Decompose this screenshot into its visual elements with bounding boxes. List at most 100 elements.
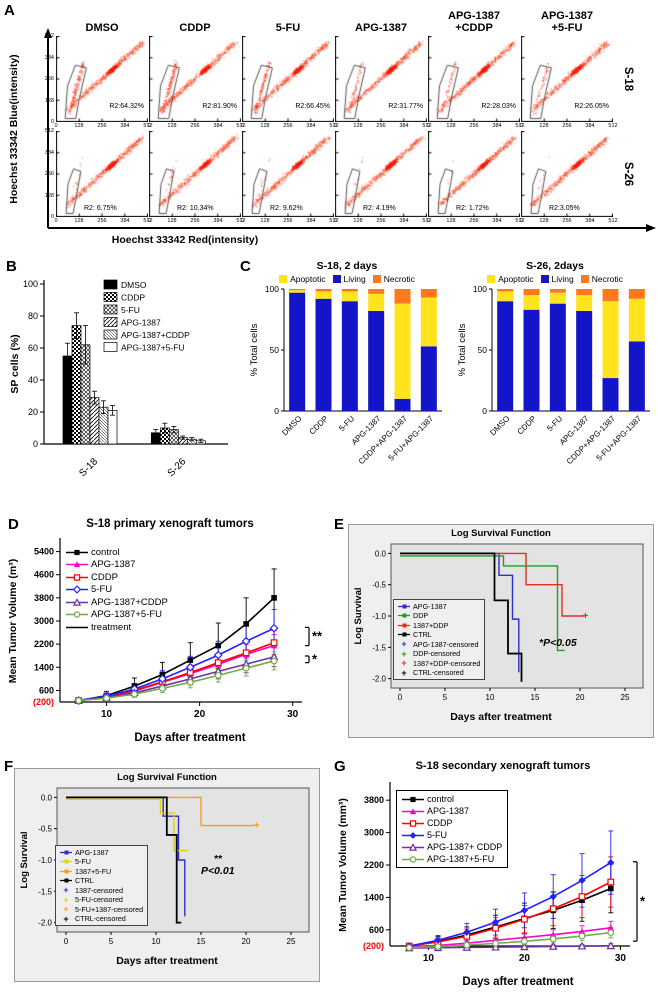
legend-item-APG-1387+CDDP: APG-1387+CDDP [66,596,168,609]
flow-x-tick: 384 [306,123,316,129]
flow-y-tick: 128 [44,97,54,104]
stacked-chart-C-right: S-26, 2days Apoptotic Living Necrotic 0 50 100… [456,260,654,471]
legend-item-treatment: treatment [66,621,168,634]
legend-label: APG-1387-censored [413,639,479,649]
censor-glyph: + [63,904,69,915]
legend-label: APG-1387+CDDP [121,330,190,340]
x-tick-label: 0 [64,937,69,946]
y-tick-label: 0 [482,406,487,416]
y-tick-label: 3800 [34,593,54,603]
origin-label: (200) [33,697,54,707]
bar-S-18-CDDP [71,325,82,445]
chart-title: S-26, 2days [526,260,584,272]
stack-CDDP-Apoptotic [315,291,332,299]
legend-label: Living [343,274,366,284]
r2-gate-label: R2:81.90% [202,103,237,110]
flow-x-tick: 256 [376,123,386,129]
flow-x-tick: 512 [143,123,153,129]
flow-x-tick: 384 [120,218,130,224]
flow-x-tick: 512 [608,218,618,224]
y-tick-label: 0.0 [375,549,387,558]
legend-item-DDP: DDP [398,611,480,620]
stack-5-FU+APG-1387-Apoptotic [628,298,645,342]
panel-label-f: F [4,758,14,775]
significance-note: ** P<0.01 [201,853,235,877]
stack-CDDP+APG-1387-Necrotic [394,289,411,304]
secondary-xenograft-chart: 3800 3000 2200 1400 600 (200) 10 20 30 Mean Tumor… [332,776,658,979]
panel-label-a: A [4,2,15,19]
r2-gate-label: R2:3.05% [549,205,580,212]
legend-item-CDDP: CDDP [66,571,168,584]
legend-item-APG-1387-censored: + APG-1387-censored [398,639,480,649]
chart-G: 3800 3000 2200 1400 600 (200) 10 20 30 Mean Tumor… [337,782,646,964]
panel-label-g: G [334,758,346,775]
legend-swatch [487,275,496,283]
legend-label: Necrotic [383,274,415,284]
series-control [78,597,275,702]
legend-label: Necrotic [591,274,623,284]
legend-label: 5-FU [75,857,91,867]
series-5-FU [409,861,612,947]
flow-plot-S-18-5: R2:26.05% [521,36,613,122]
flow-x-tick: 256 [190,123,200,129]
flow-x-tick: 384 [213,123,223,129]
flow-column-header: CDDP [179,21,211,34]
y-tick-label: 100 [265,285,279,294]
sp-cells-chart: 0 20 40 60 80 100 SP cells (%) S-18 S-26 DMSO CDDP… [6,272,236,517]
flow-x-tick: 0 [240,123,244,129]
panel-e-survival: E Log Survival Function 0.0 -0.5 -1.0 -1.5 -2… [332,514,658,754]
legend-item-1387+5-FU: 1387+5-FU [60,867,143,876]
category-label: S-18 [77,456,100,479]
x-tick-label: 20 [576,693,585,702]
panel-label-c: C [240,258,251,275]
y-tick-label: 5400 [34,547,54,557]
stack-5-FU+APG-1387-Living [420,346,437,411]
legend-item-5-FU: 5-FU [402,829,502,841]
flow-x-tick: 384 [492,218,502,224]
flow-plot-S-18-3: R2:31.77% [335,36,427,122]
flow-x-tick: 512 [422,218,432,224]
km-series-CTRL [400,552,523,682]
stacked-chart-C-left: S-18, 2 days Apoptotic Living Necrotic 0 50 10… [248,260,446,471]
x-axis-label-g: Days after treatment [462,976,574,988]
x-tick-label: 10 [486,693,495,702]
legend-label: 1387+DDP [413,620,449,630]
r2-gate-label: R2:66.45% [295,103,330,110]
stack-APG-1387-Living [576,310,593,411]
flow-x-tick: 256 [469,218,479,224]
significance-text: ** [213,853,222,865]
y-tick-label: 60 [28,343,38,353]
flow-y-tick: 384 [44,149,54,156]
legend-item-APG-1387: APG-1387 [402,805,502,817]
flow-plot-S-26-5: R2:3.05% [521,131,613,217]
flow-scatter-canvas [335,36,427,122]
y-tick-label: 0 [274,406,279,416]
y-tick-label: 20 [28,407,38,417]
legend-label: CDDP [427,818,453,828]
flow-x-tick: 512 [143,218,153,224]
panel-label-d: D [8,516,19,533]
survival-chart-e: Log Survival Function 0.0 -0.5 -1.0 -1.5 -2.0… [348,524,654,738]
stack-5-FU-Living [341,301,358,411]
flow-x-tick: 0 [519,123,523,129]
x-tick-label: 15 [531,693,540,702]
flow-plot-S-18-1: R2:81.90% [149,36,241,122]
flow-x-tick: 512 [422,123,432,129]
stack-DMSO-Apoptotic [497,291,514,302]
stack-5-FU+APG-1387-Living [628,341,645,411]
stack-5-FU-Apoptotic [549,292,566,304]
legend-swatch [279,275,288,283]
legend-label: CTRL [75,876,94,886]
panel-d-primary-xenograft: D S-18 primary xenograft tumors 5400 4600… [0,514,332,754]
flow-column-header: APG-1387 [355,21,407,34]
flow-y-axis-label: Hoechst 33342 Blue(intensity) [8,54,20,204]
flow-column-header: DMSO [85,21,119,34]
r2-gate-label: R2:31.77% [388,103,423,110]
flow-plot-S-26-0: R2: 6.75% [56,131,148,217]
km-legend: APG-1387 DDP 1387+DDP CTRL + APG-1387-censore… [393,599,486,680]
series-APG-1387+5-FU [409,931,611,949]
series-5-FU [78,627,275,702]
flow-x-tick: 0 [426,123,430,129]
